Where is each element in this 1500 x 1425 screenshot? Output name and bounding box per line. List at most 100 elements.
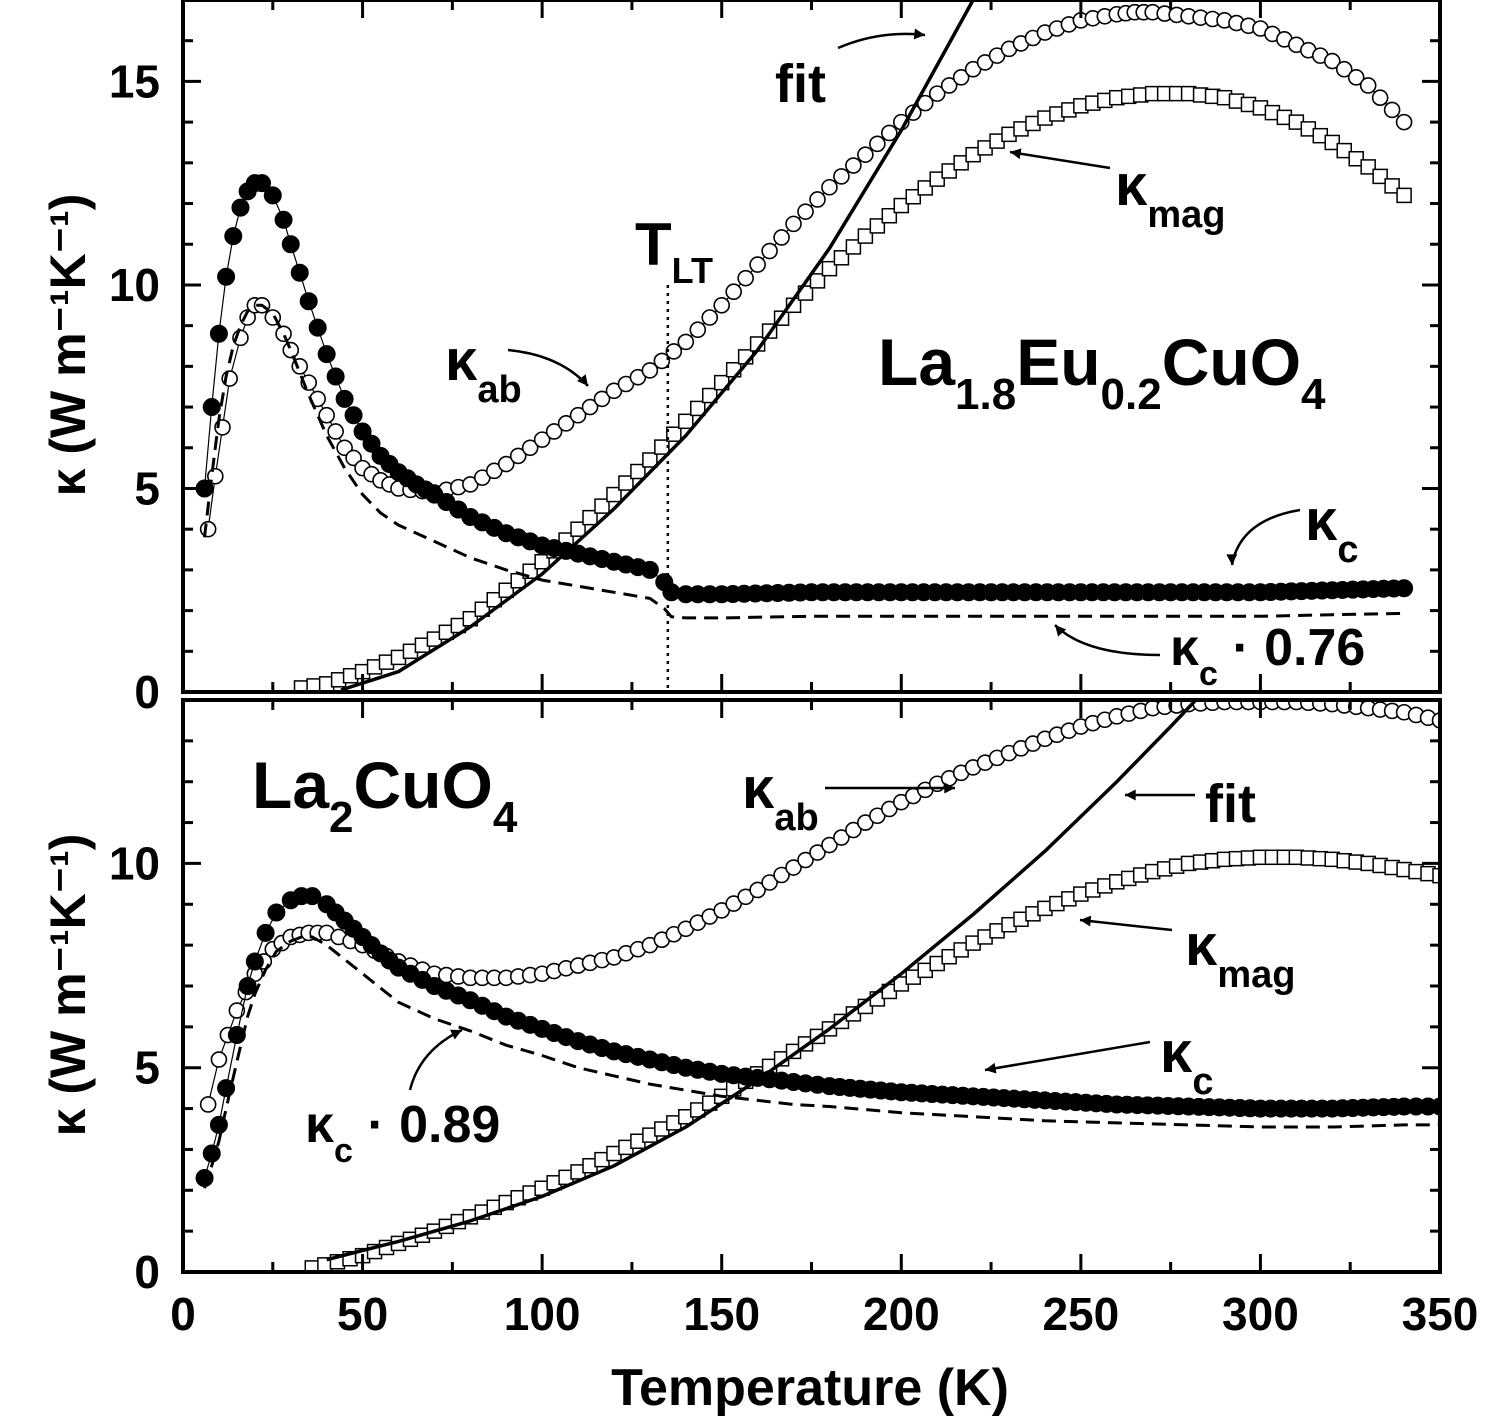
top-point-kmag: [594, 498, 610, 514]
top-point-kmag: [821, 260, 838, 277]
top-point-kmag: [534, 553, 550, 570]
top-point-kab: [749, 256, 766, 273]
text-labels: κ (W m⁻¹K⁻¹) κ (W m⁻¹K⁻¹) La1.8Eu0.2CuO4 La…: [40, 28, 1365, 1170]
top-point-kab: [1323, 52, 1341, 70]
bottom-point-kc: [238, 977, 257, 995]
top-point-kab: [713, 296, 731, 314]
top-point-kc: [308, 318, 327, 337]
top-plot-area: [195, 0, 1414, 692]
top-point-kc: [344, 406, 363, 425]
bottom-point-kab: [761, 874, 778, 891]
top-point-kmag: [701, 387, 718, 404]
bottom-point-kab: [749, 881, 766, 899]
top-point-kmag: [845, 239, 862, 255]
top-point-kmag: [1348, 151, 1364, 167]
top-point-kc: [224, 227, 243, 246]
compound-label-bottom: La2CuO4: [252, 748, 518, 842]
top-series-ab: [199, 3, 1413, 538]
xtick-label: 150: [683, 1288, 760, 1340]
top-point-kc: [217, 267, 236, 286]
top-point-kmag: [570, 521, 586, 537]
kc-arrow-top-head: [1226, 554, 1238, 565]
top-panel: 0 5 10 15: [109, 0, 1442, 718]
top-point-kab: [785, 215, 802, 233]
kc-scaled-arrow-bottom: [408, 1028, 463, 1091]
top-point-kmag: [1384, 178, 1400, 194]
top-point-kmag: [582, 509, 598, 526]
kab-arrow-top-head: [577, 374, 588, 386]
fit-arrow-top-head: [913, 28, 925, 40]
bottom-series-c089: [203, 935, 1440, 1189]
kappa-ab-label-bottom: κab: [742, 756, 819, 839]
top-point-kc: [317, 345, 336, 364]
top-point-kc: [274, 210, 293, 229]
top-point-kc: [362, 434, 381, 453]
top-point-kmag: [1372, 168, 1388, 185]
top-point-kab: [1335, 60, 1353, 78]
top-point-kmag: [857, 228, 874, 244]
bottom-point-kab: [833, 829, 850, 846]
kmag-arrow-bottom-head: [1080, 915, 1092, 927]
kappa-c-scaled-label-top: κc · 0.76: [1170, 619, 1365, 693]
top-point-kc: [202, 398, 221, 417]
top-ytick-label: 10: [109, 259, 160, 311]
top-point-kab: [327, 423, 344, 440]
top-point-kmag: [953, 155, 969, 171]
kc-arrow-top: [1230, 508, 1301, 566]
top-point-kab: [809, 191, 826, 208]
top-point-kab: [1383, 101, 1401, 119]
top-point-kab: [869, 135, 886, 153]
bottom-point-kab: [809, 844, 826, 861]
top-ytick-label: 0: [134, 666, 160, 718]
xtick-label: 0: [170, 1288, 196, 1340]
x-axis-title: Temperature (K): [611, 1359, 1009, 1417]
bottom-point-kab: [773, 866, 790, 884]
top-line-kc-scaled: [203, 303, 1405, 620]
top-point-kmag: [941, 163, 957, 179]
kappa-c-scaled-label-bottom: κc · 0.89: [305, 1096, 500, 1170]
top-point-kab: [509, 447, 527, 465]
top-point-kab: [857, 146, 874, 163]
bottom-point-kc: [217, 1079, 236, 1098]
bottom-point-kc: [202, 1144, 221, 1163]
xtick-label: 50: [337, 1288, 388, 1340]
kmag-arrow-top-head: [1010, 148, 1022, 160]
top-point-kmag: [929, 171, 945, 187]
top-point-kmag: [666, 426, 682, 442]
top-point-kab: [545, 423, 563, 440]
top-point-kc: [353, 422, 372, 441]
top-point-kc: [263, 186, 282, 205]
bottom-ytick-label: 5: [134, 1042, 160, 1094]
top-point-kmag: [917, 180, 933, 196]
top-point-kc: [231, 198, 250, 217]
top-point-kab: [1347, 69, 1365, 86]
top-point-kmag: [1336, 142, 1352, 159]
xtick-label: 350: [1402, 1288, 1479, 1340]
top-point-kab: [593, 390, 611, 408]
bottom-point-kc: [227, 1026, 246, 1045]
top-point-kab: [845, 157, 862, 174]
top-point-kc: [299, 292, 318, 311]
top-point-kab: [199, 520, 217, 538]
top-point-kab: [677, 333, 695, 351]
top-point-kc: [209, 324, 228, 343]
top-point-kab: [641, 362, 659, 379]
bottom-line-fit: [326, 700, 1198, 1262]
top-point-kmag: [630, 463, 646, 480]
top-point-kab: [725, 283, 742, 301]
top-point-kab: [821, 178, 838, 196]
bottom-line-kc-scaled: [203, 935, 1440, 1189]
kappa-c-label-top: κc: [1305, 488, 1358, 571]
top-point-kab: [653, 352, 671, 370]
bottom-point-kc: [256, 923, 275, 942]
fit-label-top: fit: [775, 54, 826, 114]
top-point-kab: [521, 439, 539, 457]
xtick-label: 250: [1042, 1288, 1119, 1340]
top-point-kab: [497, 455, 515, 473]
top-point-kab: [737, 269, 754, 287]
bottom-point-kmag: [1432, 867, 1440, 884]
top-point-kab: [282, 341, 300, 359]
bottom-point-kab: [785, 859, 802, 876]
kmag-arrow-bottom: [1079, 918, 1173, 932]
top-frame: [181, 0, 1442, 694]
